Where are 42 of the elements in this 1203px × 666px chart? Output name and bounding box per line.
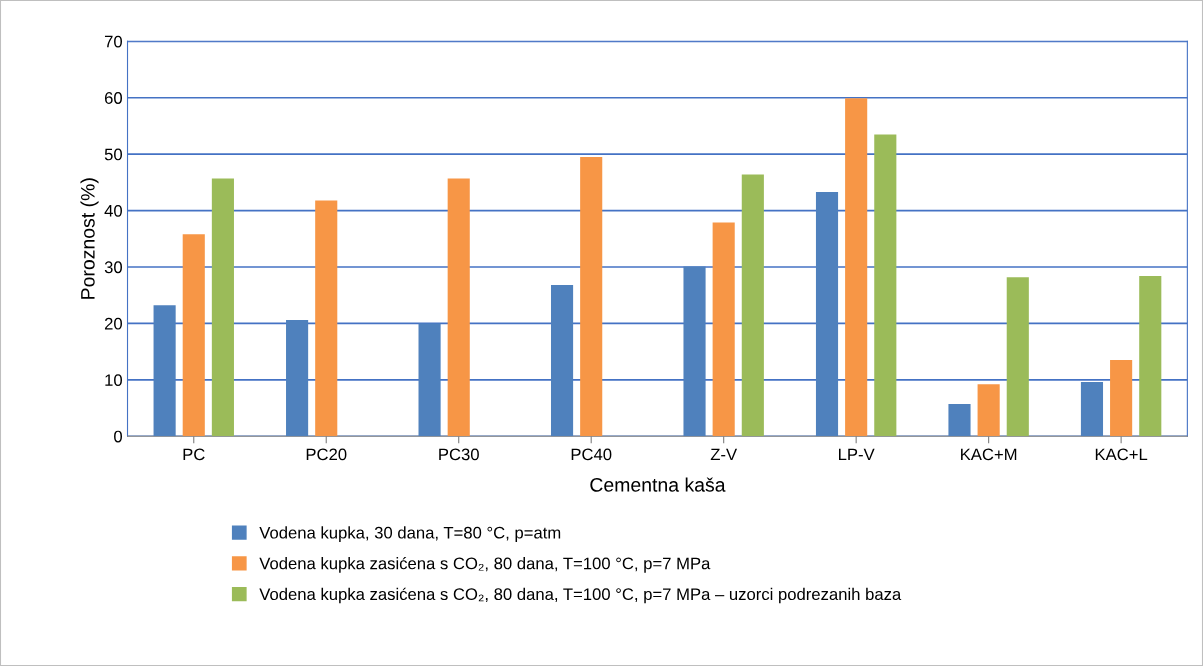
bar [1139,276,1162,437]
y-tick-label: 60 [104,92,123,104]
bar [286,320,309,437]
x-tick-label: PC40 [571,448,612,461]
bar [948,404,971,437]
bar [874,134,897,437]
x-tick-label: Z-V [710,448,738,461]
bar [1110,360,1133,437]
bar [845,98,868,437]
y-tick-label: 10 [105,374,123,387]
y-axis-title: Poroznost (%) [80,178,99,299]
y-tick-label: 40 [104,204,123,217]
bar [580,156,603,437]
legend-label: Vodena kupka zasićena s CO₂, 80 dana, T=100 °C, p=7 MPa [259,556,711,573]
bar [741,174,764,437]
bar [1080,382,1104,437]
y-tick-label: 70 [104,35,123,48]
bar [977,384,1000,437]
legend-label: Vodena kupka zasićena s CO₂, 80 dana, T=100 °C, p=7 MPa – uzorci podrezanih baza [259,587,902,604]
x-tick-label: KAC+L [1095,448,1148,461]
bar [447,178,470,437]
x-tick-label: LP-V [839,448,875,461]
bar [683,266,706,437]
y-tick-label: 30 [104,261,123,274]
bar [550,285,574,437]
bar [815,191,839,437]
x-tick-label: PC30 [439,448,479,461]
y-tick-label: 50 [104,148,123,161]
x-axis-title: Cementna kaša [590,477,726,492]
bar [712,222,735,437]
x-tick-label: PC [183,448,205,461]
x-tick-label: KAC+M [961,448,1017,461]
y-tick-label: 0 [114,430,123,443]
bar [182,234,205,437]
bar [211,178,234,437]
legend-label: Vodena kupka, 30 dana, T=80 °C, p=atm [259,526,561,542]
bar [418,323,441,437]
x-tick-label: PC20 [306,448,347,461]
bar [315,200,338,437]
bar [1006,277,1029,437]
bar [153,305,176,437]
y-tick-label: 20 [104,317,123,330]
